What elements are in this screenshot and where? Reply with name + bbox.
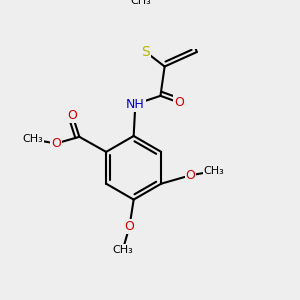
Text: O: O — [68, 110, 78, 122]
Text: CH₃: CH₃ — [204, 166, 224, 176]
Text: CH₃: CH₃ — [22, 134, 43, 144]
Text: CH₃: CH₃ — [112, 245, 133, 255]
Text: O: O — [186, 169, 195, 182]
Text: O: O — [174, 96, 184, 109]
Text: O: O — [51, 137, 61, 150]
Text: O: O — [124, 220, 134, 233]
Text: CH₃: CH₃ — [130, 0, 151, 6]
Text: NH: NH — [126, 98, 145, 111]
Text: S: S — [142, 45, 150, 59]
